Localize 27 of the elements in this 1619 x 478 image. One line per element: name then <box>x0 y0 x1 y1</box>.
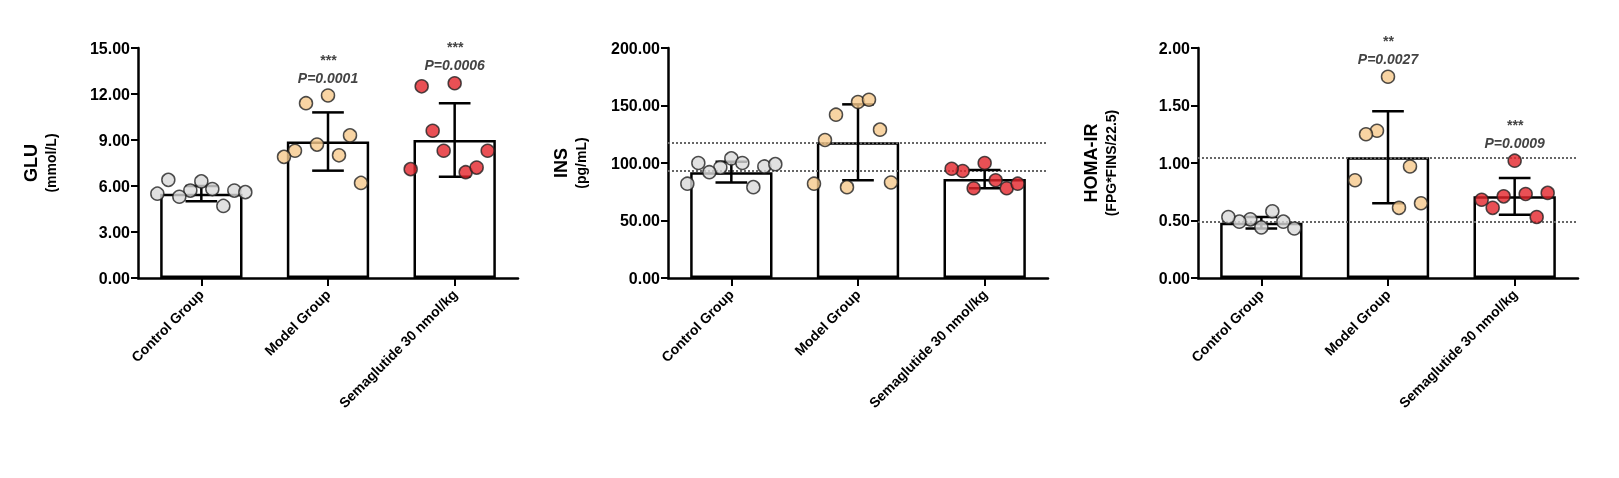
y-axis-title: HOMA-IR (FPG*FINS/22.5) <box>1081 109 1119 217</box>
y-tick-label: 150.00 <box>611 97 661 114</box>
y-axis-title: GLU (mmol/L) <box>21 133 59 193</box>
y-tick-label: 0.00 <box>98 269 131 287</box>
y-tick-label: 15.00 <box>89 39 131 57</box>
y-tick-label: 1.50 <box>1158 97 1191 114</box>
y-tick-label: 2.00 <box>1158 39 1191 57</box>
annotation: ** <box>1382 32 1394 49</box>
annotation: *** <box>1506 116 1524 133</box>
y-tick-label: 0.50 <box>1158 212 1191 229</box>
y-tick-label: 3.00 <box>98 223 131 241</box>
y-tick-label: 6.00 <box>98 177 131 195</box>
y-tick-label: 200.00 <box>611 39 661 57</box>
y-tick-label: 100.00 <box>611 154 661 172</box>
y-tick-label: 12.00 <box>89 85 131 103</box>
y-axis-title: INS (pg/mL) <box>551 137 589 189</box>
y-tick-label: 0.00 <box>628 269 661 287</box>
y-tick-label: 50.00 <box>619 212 661 229</box>
annotation: *** <box>319 51 337 68</box>
y-tick-label: 1.00 <box>1158 154 1191 172</box>
annotation: P=0.0027 <box>1357 50 1420 67</box>
annotation: P=0.0001 <box>297 69 359 86</box>
y-tick-label: 0.00 <box>1158 269 1191 287</box>
annotation: P=0.0006 <box>424 57 486 74</box>
y-tick-label: 9.00 <box>98 131 131 149</box>
annotation: *** <box>446 39 464 56</box>
annotation: P=0.0009 <box>1484 134 1546 151</box>
